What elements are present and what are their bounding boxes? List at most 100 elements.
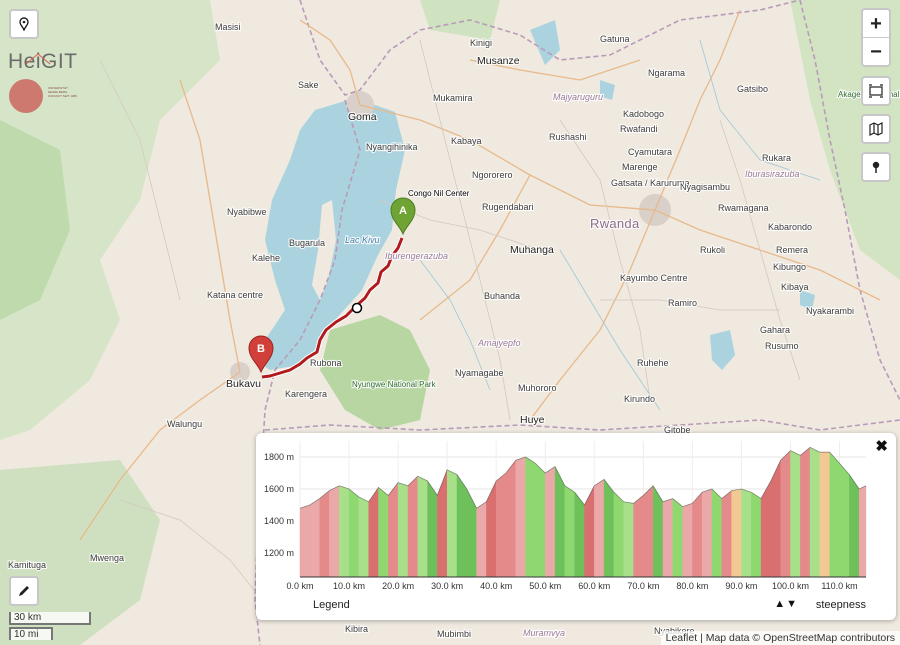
elevation-segment [564,485,575,578]
elevation-segment [427,480,438,578]
elevation-segment [407,475,418,578]
elevation-segment [731,488,742,578]
country-border-east [799,0,900,401]
elevation-segment [545,466,556,578]
close-icon[interactable]: ✖ [875,438,888,455]
y-tick-label: 1400 m [264,516,294,526]
draw-button[interactable] [9,576,39,606]
elevation-segment [741,488,752,578]
fit-bounds-icon [869,84,883,98]
idjwi-island [312,200,336,300]
label-nyangihinika: Nyangihinika [366,142,418,152]
locate-button[interactable] [9,9,39,39]
legend-label[interactable]: Legend [313,599,350,611]
elevation-segment [348,488,360,578]
label-nyagisambu: Nyagisambu [680,182,730,192]
map-attribution[interactable]: Leaflet | Map data © OpenStreetMap contr… [660,631,900,645]
add-marker-button[interactable] [861,152,891,182]
lake-east [710,330,735,370]
label-kadobogo: Kadobogo [623,109,664,119]
label-rwanda: Rwanda [590,216,640,231]
elevation-segment [456,473,467,578]
elevation-segment [486,480,497,578]
x-tick-label: 10.0 km [333,581,365,591]
elevation-segment [623,501,634,578]
label-kirundo: Kirundo [624,394,655,404]
label-nyakarambi: Nyakarambi [806,306,854,316]
label-kalehe: Kalehe [252,253,280,263]
start-marker[interactable]: A [390,197,416,236]
scale-km: 30 km [9,612,91,625]
elevation-segment [849,473,860,578]
elevation-segment [751,491,762,578]
elevation-segment [309,498,320,578]
elevation-segment [800,446,811,578]
elevation-outline [299,446,867,509]
logo-subtext: UNIVERSITÄT HEIDELBERG ZUKUNFT SEIT 1386 [48,86,77,98]
y-tick-label: 1600 m [264,484,294,494]
elevation-panel: ✖ 1200 m 1400 m 1600 m 1800 m 0.0 km 10.0 km 2… [256,433,896,620]
layers-button[interactable] [861,114,891,144]
label-bukavu: Bukavu [226,378,261,390]
fit-bounds-button[interactable] [861,76,891,106]
y-tick-label: 1200 m [264,548,294,558]
end-marker[interactable]: B [248,335,274,374]
label-congo-nil: Congo Nil Center [408,189,470,198]
attribution-osm[interactable]: OpenStreetMap [763,632,838,644]
steepness-label[interactable]: steepness [815,599,866,611]
label-rukoli: Rukoli [700,245,725,255]
elevation-segment [584,485,595,578]
route-line-inner [261,237,404,379]
elevation-segment [388,482,399,578]
label-buhanda: Buhanda [484,291,520,301]
label-nyungwe: Nyungwe National Park [352,380,437,389]
forest-area-southwest [0,460,160,645]
label-musanze: Musanze [477,55,520,67]
y-tick-label: 1800 m [264,452,294,462]
label-sake: Sake [298,80,319,90]
label-nyabibwe: Nyabibwe [227,207,267,217]
elevation-segment [495,472,507,578]
label-majyaruguru: Majyaruguru [553,92,603,102]
label-muhanga: Muhanga [510,244,554,256]
nyungwe-park-area [320,315,430,430]
end-marker-label: B [257,343,265,355]
elevation-segment [515,456,526,578]
elevation-segment [476,501,487,578]
label-amajyepfo: Amajyepfo [477,338,521,348]
elevation-segment [829,451,840,578]
volcano-park-area [420,0,500,40]
elevation-segment [574,491,585,578]
label-kibungo: Kibungo [773,262,806,272]
label-mwenga: Mwenga [90,553,124,563]
route-hover-marker[interactable] [351,302,363,314]
start-marker-label: A [399,205,407,217]
elevation-segment [809,447,821,578]
x-tick-label: 60.0 km [578,581,610,591]
elevation-segment [603,478,615,578]
lake-gatuna [600,80,615,100]
label-goma: Goma [348,111,377,123]
pencil-icon [19,586,29,596]
x-tick-label: 40.0 km [480,581,512,591]
label-remera: Remera [776,245,808,255]
label-rushashi: Rushashi [549,132,587,142]
elevation-segment [358,496,369,578]
zoom-out-button[interactable]: − [870,40,882,63]
elevation-segment [368,486,379,578]
elevation-segment [594,479,605,578]
country-border-south [264,419,900,431]
label-kayumbo: Kayumbo Centre [620,273,688,283]
lake-east-2 [800,290,815,310]
label-rugendabari: Rugendabari [482,202,534,212]
elevation-chart[interactable]: 1200 m 1400 m 1600 m 1800 m 0.0 km 10.0 km 20.… [256,433,896,593]
label-huye: Huye [520,414,545,426]
elevation-segment [643,485,654,578]
rivers [419,39,821,411]
attribution-leaflet[interactable]: Leaflet [665,632,698,644]
zoom-in-button[interactable]: + [870,12,882,35]
zoom-control: + − [861,8,891,67]
label-masisi: Masisi [215,22,241,32]
elevation-segment [397,482,409,578]
